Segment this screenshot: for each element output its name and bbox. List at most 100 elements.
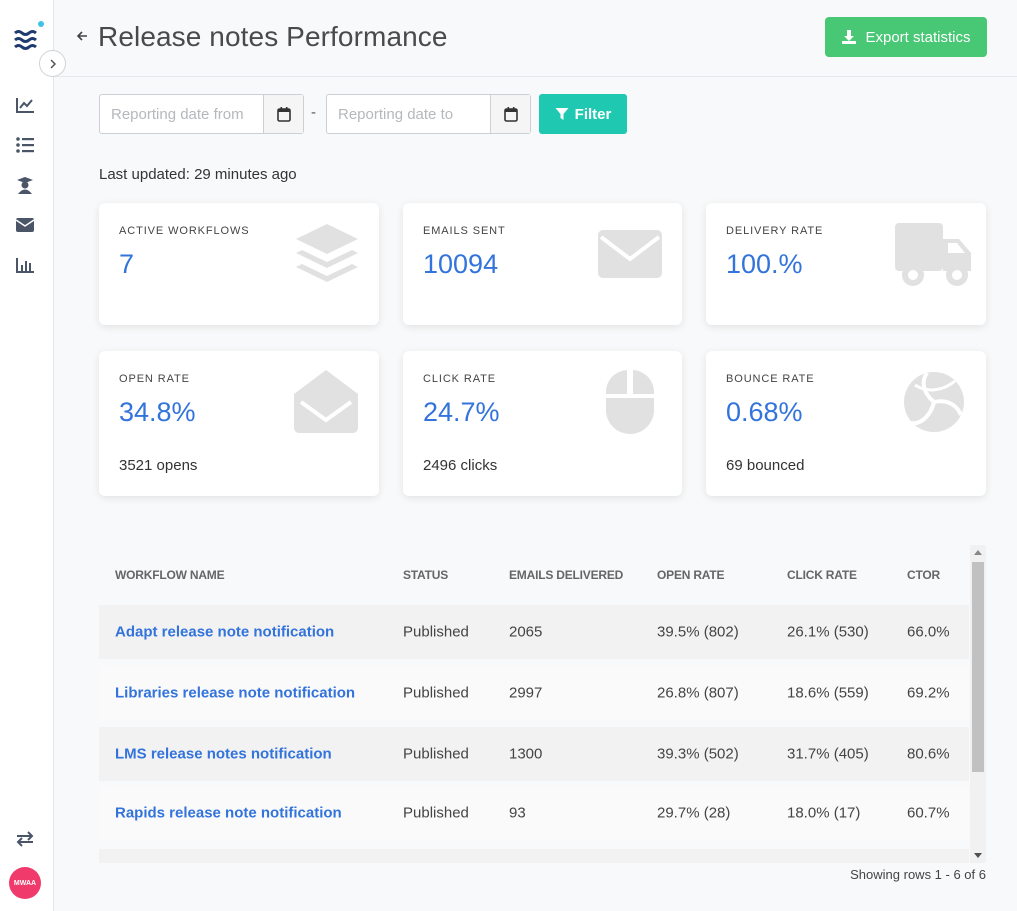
ctor-cell: 80.6% — [907, 745, 950, 763]
status-cell: Published — [403, 623, 469, 641]
filter-button[interactable]: Filter — [539, 94, 627, 134]
click-rate-cell: 18.6% (559) — [787, 684, 869, 702]
last-updated-text: Last updated: 29 minutes ago — [99, 166, 297, 183]
status-cell: Published — [403, 684, 469, 702]
workflow-name-link[interactable]: Rapids release note notification — [115, 804, 342, 822]
table-row: Rapids release note notification Publish… — [99, 786, 969, 840]
filter-label: Filter — [574, 105, 612, 123]
table-header: Workflow name Status Emails delivered Op… — [99, 545, 969, 605]
card-value: 0.68% — [726, 397, 803, 427]
funnel-icon — [555, 108, 569, 120]
table-row: LMS release notes notification Published… — [99, 727, 969, 781]
table-row — [99, 849, 969, 863]
click-rate-cell: 31.7% (405) — [787, 745, 869, 763]
date-to-input[interactable] — [327, 95, 490, 133]
column-header-open-rate[interactable]: Open rate — [657, 568, 725, 582]
envelope-icon — [597, 228, 663, 280]
card-label: Open rate — [119, 373, 190, 385]
emails-delivered-cell: 2997 — [509, 684, 543, 702]
emails-delivered-cell: 93 — [509, 804, 526, 822]
graduate-icon[interactable] — [14, 174, 36, 196]
scroll-up-arrow-icon[interactable] — [974, 550, 982, 555]
date-from-calendar-button[interactable] — [263, 95, 303, 133]
delivery-rate-card: Delivery rate 100.% — [706, 203, 986, 325]
column-header-emails-delivered[interactable]: Emails delivered — [509, 568, 624, 582]
date-range-separator: - — [311, 104, 316, 121]
layers-icon — [292, 220, 362, 288]
card-value: 100.% — [726, 249, 803, 279]
card-subtext: 2496 clicks — [423, 457, 498, 474]
emails-delivered-cell: 1300 — [509, 745, 543, 763]
ctor-cell: 66.0% — [907, 623, 950, 641]
calendar-icon — [503, 107, 518, 122]
emails-delivered-cell: 2065 — [509, 623, 543, 641]
envelope-open-icon — [293, 367, 359, 435]
date-to-field — [326, 94, 531, 134]
export-statistics-label: Export statistics — [865, 28, 971, 46]
column-header-status[interactable]: Status — [403, 568, 449, 582]
workflow-name-link[interactable]: Adapt release note notification — [115, 623, 335, 641]
export-statistics-button[interactable]: Export statistics — [825, 17, 987, 57]
list-icon[interactable] — [14, 134, 36, 156]
status-cell: Published — [403, 745, 469, 763]
page-title: Release notes Performance — [98, 21, 448, 52]
workflow-name-link[interactable]: Libraries release note notification — [115, 684, 356, 702]
click-rate-cell: 18.0% (17) — [787, 804, 861, 822]
avatar[interactable]: MWAA — [9, 867, 41, 899]
active-workflows-card: Active workflows 7 — [99, 203, 379, 325]
logo-dot — [38, 21, 44, 27]
ctor-cell: 69.2% — [907, 684, 950, 702]
card-subtext: 69 bounced — [726, 457, 805, 474]
card-label: Active workflows — [119, 225, 250, 237]
chevron-right-icon — [49, 58, 56, 69]
card-label: Bounce rate — [726, 373, 815, 385]
calendar-icon — [276, 107, 291, 122]
column-header-click-rate[interactable]: Click rate — [787, 568, 857, 582]
mouse-icon — [603, 367, 657, 435]
emails-sent-card: Emails sent 10094 — [403, 203, 682, 325]
download-icon — [842, 30, 857, 44]
card-value: 24.7% — [423, 397, 500, 427]
card-value: 10094 — [423, 249, 499, 279]
scroll-down-arrow-icon[interactable] — [974, 853, 982, 858]
card-value: 34.8% — [119, 397, 196, 427]
exchange-icon[interactable] — [14, 828, 36, 850]
column-header-workflow-name[interactable]: Workflow name — [115, 568, 225, 582]
sidebar: MWAA — [0, 0, 54, 911]
open-rate-cell: 39.5% (802) — [657, 623, 739, 641]
click-rate-cell: 26.1% (530) — [787, 623, 869, 641]
card-label: Emails sent — [423, 225, 506, 237]
open-rate-card: Open rate 34.8% 3521 opens — [99, 351, 379, 496]
volleyball-icon — [902, 370, 966, 434]
sidebar-toggle-button[interactable] — [39, 50, 66, 77]
open-rate-cell: 29.7% (28) — [657, 804, 731, 822]
ctor-cell: 60.7% — [907, 804, 950, 822]
scrollbar-thumb[interactable] — [972, 562, 984, 772]
open-rate-cell: 26.8% (807) — [657, 684, 739, 702]
page-header: Release notes Performance Export statist… — [55, 0, 1017, 77]
card-value: 7 — [119, 249, 135, 279]
card-subtext: 3521 opens — [119, 457, 198, 474]
card-label: Click rate — [423, 373, 496, 385]
card-label: Delivery rate — [726, 225, 824, 237]
bounce-rate-card: Bounce rate 0.68% 69 bounced — [706, 351, 986, 496]
envelope-icon[interactable] — [14, 214, 36, 236]
table-scrollbar[interactable] — [970, 545, 986, 863]
pagination-info: Showing rows 1 - 6 of 6 — [850, 867, 986, 882]
chart-line-icon[interactable] — [14, 94, 36, 116]
bar-chart-icon[interactable] — [14, 254, 36, 276]
open-rate-cell: 39.3% (502) — [657, 745, 739, 763]
click-rate-card: Click rate 24.7% 2496 clicks — [403, 351, 682, 496]
date-to-calendar-button[interactable] — [490, 95, 530, 133]
logo-icon[interactable] — [13, 29, 39, 53]
date-from-field — [99, 94, 304, 134]
truck-icon — [892, 220, 976, 288]
table-row: Libraries release note notification Publ… — [99, 666, 969, 720]
status-cell: Published — [403, 804, 469, 822]
workflow-table: Workflow name Status Emails delivered Op… — [99, 545, 986, 863]
date-from-input[interactable] — [100, 95, 263, 133]
workflow-name-link[interactable]: LMS release notes notification — [115, 745, 332, 763]
table-row: Adapt release note notification Publishe… — [99, 605, 969, 659]
back-arrow-icon[interactable] — [76, 29, 88, 43]
column-header-ctor[interactable]: CTOR — [907, 568, 940, 582]
